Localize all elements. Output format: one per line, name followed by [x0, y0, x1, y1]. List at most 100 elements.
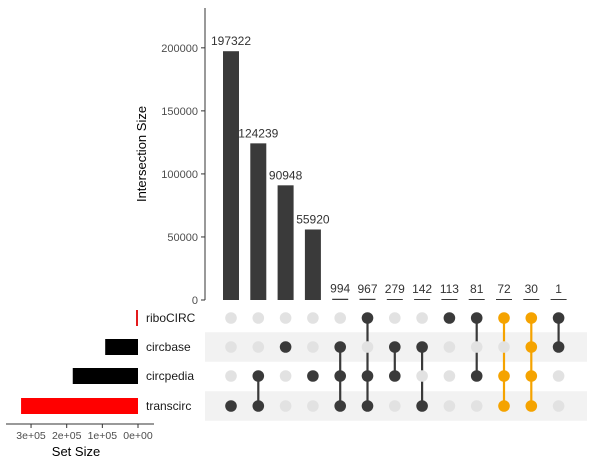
intersection-size-axis: 0 50000 100000 150000 200000 — [161, 8, 206, 307]
matrix-dot-active — [525, 341, 538, 353]
matrix-dot-active — [552, 312, 565, 324]
intersection-bar-label: 197322 — [211, 34, 251, 48]
matrix-dot-active — [279, 341, 292, 353]
intersection-bar-label: 124239 — [238, 126, 278, 140]
matrix-dot-inactive — [470, 400, 483, 412]
intersection-bar-label: 1 — [555, 282, 562, 296]
matrix-dot-inactive — [279, 312, 292, 324]
intersection-bar-label: 142 — [412, 282, 432, 296]
set-name-label: riboCIRC — [146, 311, 196, 325]
matrix-dot-active — [361, 312, 374, 324]
matrix-dot-active — [334, 341, 347, 353]
matrix-dot-inactive — [225, 312, 237, 324]
intersection-bar-label: 113 — [440, 282, 459, 296]
matrix-dot-active — [334, 370, 347, 382]
y-axis-tick-label: 150000 — [161, 106, 198, 118]
set-size-bar — [72, 368, 138, 384]
matrix-dot-inactive — [307, 312, 319, 324]
set-size-bar — [21, 398, 139, 414]
matrix-dot-active — [498, 312, 510, 324]
set-size-axis-tick-label: 0e+00 — [123, 430, 153, 442]
set-size-axis-tick-label: 1e+05 — [88, 430, 118, 442]
set-size-axis-label: Set Size — [52, 444, 100, 459]
matrix-dot-active — [334, 400, 347, 412]
matrix-dot-inactive — [225, 370, 237, 382]
set-size-axis-tick-label: 3e+05 — [16, 430, 46, 442]
y-axis-tick-label: 200000 — [161, 43, 198, 55]
y-axis-tick-label: 50000 — [167, 232, 198, 244]
set-size-axis: 3e+05 2e+05 1e+05 0e+00 — [6, 423, 154, 442]
intersection-bar — [550, 299, 567, 300]
intersection-bar — [359, 298, 376, 300]
matrix-dot-active — [525, 312, 538, 324]
set-size-bars — [21, 310, 139, 414]
intersection-bar-label: 90948 — [269, 168, 303, 182]
matrix-dot-active — [498, 400, 510, 412]
set-size-bar — [136, 310, 138, 326]
intersection-bar — [496, 299, 512, 300]
matrix-dot-inactive — [307, 341, 319, 353]
matrix-dot-active — [416, 400, 428, 412]
matrix-dot-active — [525, 370, 538, 382]
matrix-dot-inactive — [361, 341, 374, 353]
matrix-dot-active — [361, 370, 374, 382]
matrix-dot-active — [470, 370, 483, 382]
matrix-dot-active — [525, 400, 538, 412]
intersection-bar-label: 81 — [470, 282, 484, 296]
intersection-bar-label: 72 — [497, 282, 511, 296]
matrix-dot-active — [416, 341, 428, 353]
matrix-dot-active — [552, 341, 565, 353]
matrix-dot-active — [361, 400, 374, 412]
matrix-dot-inactive — [552, 370, 565, 382]
matrix-dot-inactive — [443, 370, 456, 382]
matrix-dot-active — [225, 400, 237, 412]
intersection-bar-label: 967 — [357, 282, 377, 296]
set-name-label: transcirc — [146, 399, 191, 413]
y-axis-label: Intersection Size — [134, 106, 149, 202]
matrix-dot-inactive — [443, 400, 456, 412]
intersection-bar-label: 279 — [385, 282, 405, 296]
matrix-dot-inactive — [443, 341, 456, 353]
y-axis-tick-label: 0 — [192, 295, 198, 307]
matrix-dot-inactive — [307, 400, 319, 412]
intersection-bar-label: 30 — [525, 282, 539, 296]
matrix-dot-active — [470, 312, 483, 324]
matrix-dot-inactive — [225, 341, 237, 353]
matrix-dot-inactive — [498, 341, 510, 353]
set-size-bar — [105, 339, 138, 355]
intersection-bar — [441, 299, 458, 300]
matrix-dot-inactive — [389, 312, 401, 324]
matrix-dot-inactive — [416, 370, 428, 382]
matrix-dot-inactive — [416, 312, 428, 324]
matrix-dot-active — [307, 370, 319, 382]
intersection-bar — [332, 298, 349, 300]
matrix-dot-active — [252, 370, 265, 382]
intersection-bar — [414, 299, 431, 300]
matrix-dot-inactive — [552, 400, 565, 412]
y-axis-tick-label: 100000 — [161, 169, 198, 181]
intersection-bars — [223, 51, 567, 300]
matrix-dot-active — [498, 370, 510, 382]
matrix-dot-active — [252, 400, 265, 412]
matrix-dot-inactive — [252, 341, 265, 353]
matrix-dot-inactive — [279, 400, 292, 412]
matrix-dot-inactive — [334, 312, 347, 324]
matrix-dot-inactive — [279, 370, 292, 382]
intersection-bar-labels: 197322 124239 90948 55920 994 967 279 142 113 81 7… — [211, 34, 562, 296]
matrix-dot-inactive — [252, 312, 265, 324]
intersection-bar-label: 55920 — [296, 212, 330, 226]
set-name-label: circpedia — [146, 369, 194, 383]
matrix-dot-active — [389, 370, 401, 382]
intersection-bar — [277, 185, 294, 300]
set-size-axis-tick-label: 2e+05 — [52, 430, 82, 442]
intersection-bar — [523, 299, 540, 300]
intersection-bar — [468, 299, 485, 300]
matrix-dot-inactive — [470, 341, 483, 353]
intersection-bar — [250, 143, 267, 300]
intersection-matrix — [225, 312, 565, 412]
intersection-bar — [386, 299, 403, 300]
set-name-labels: riboCIRC circbase circpedia transcirc — [146, 311, 196, 413]
set-name-label: circbase — [146, 340, 191, 354]
matrix-dot-inactive — [389, 400, 401, 412]
